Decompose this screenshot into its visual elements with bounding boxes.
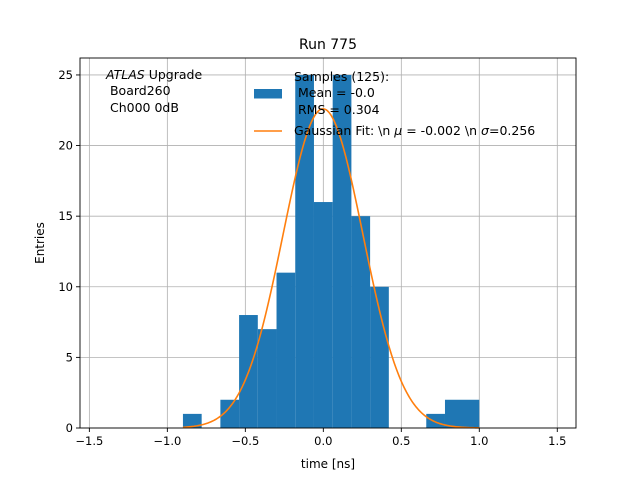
gaussian-fit-curve — [182, 108, 480, 429]
histogram-bar — [182, 413, 202, 428]
histogram-bar — [276, 272, 296, 428]
histogram-bar — [295, 74, 314, 428]
atlas-italic: ATLAS — [105, 67, 145, 82]
histogram-bar — [426, 413, 445, 428]
x-tick-label: 1.5 — [548, 434, 566, 448]
x-tick-label: 1.0 — [470, 434, 488, 448]
legend-fit-label: Gaussian Fit: \n μ = -0.002 \n σ=0.256 — [294, 123, 535, 138]
legend-fit-post: =0.256 — [489, 123, 535, 138]
legend-histogram-mean: Mean = -0.0 — [294, 85, 375, 100]
legend: Samples (125): Mean = -0.0 RMS = 0.304 G… — [254, 69, 535, 138]
x-tick-label: 0.0 — [314, 434, 332, 448]
y-tick-label: 15 — [58, 209, 73, 223]
x-tick-label: −1.5 — [75, 434, 103, 448]
legend-fit-mid: = -0.002 \n — [402, 123, 481, 138]
y-tick-label: 20 — [58, 139, 73, 153]
legend-fit-mu: μ — [393, 123, 402, 138]
y-tick-label: 25 — [58, 68, 73, 82]
legend-fit-pre: Gaussian Fit: \n — [294, 123, 394, 138]
x-tick-label: 0.5 — [392, 434, 410, 448]
y-axis-ticks: 0 5 10 15 20 25 — [58, 68, 80, 435]
y-tick-label: 5 — [66, 350, 73, 364]
histogram-bar — [444, 399, 480, 428]
histogram-bar — [370, 286, 389, 428]
histogram-bar — [220, 399, 240, 428]
board-label: Board260 — [106, 83, 171, 98]
chart-title: Run 775 — [299, 37, 357, 53]
atlas-label: ATLAS Upgrade — [105, 67, 202, 82]
x-axis-ticks: −1.5 −1.0 −0.5 0.0 0.5 1.0 1.5 — [75, 428, 566, 448]
histogram-bar — [351, 216, 371, 428]
y-axis-label: Entries — [33, 222, 47, 264]
y-tick-label: 0 — [66, 421, 73, 435]
histogram-bar — [257, 329, 277, 428]
x-axis-label: time [ns] — [301, 457, 355, 471]
legend-fit-sigma: σ — [481, 123, 490, 138]
histogram-bars — [182, 74, 480, 428]
channel-label: Ch000 0dB — [106, 100, 179, 115]
x-tick-label: −1.0 — [153, 434, 181, 448]
legend-header: Samples (125): — [294, 69, 389, 84]
histogram-bar — [313, 202, 333, 428]
y-tick-label: 10 — [58, 280, 73, 294]
plot-frame — [79, 57, 577, 429]
atlas-upgrade: Upgrade — [145, 67, 203, 82]
x-tick-label: −0.5 — [231, 434, 259, 448]
legend-histogram-rms: RMS = 0.304 — [294, 102, 380, 117]
legend-histogram-swatch — [254, 89, 282, 99]
